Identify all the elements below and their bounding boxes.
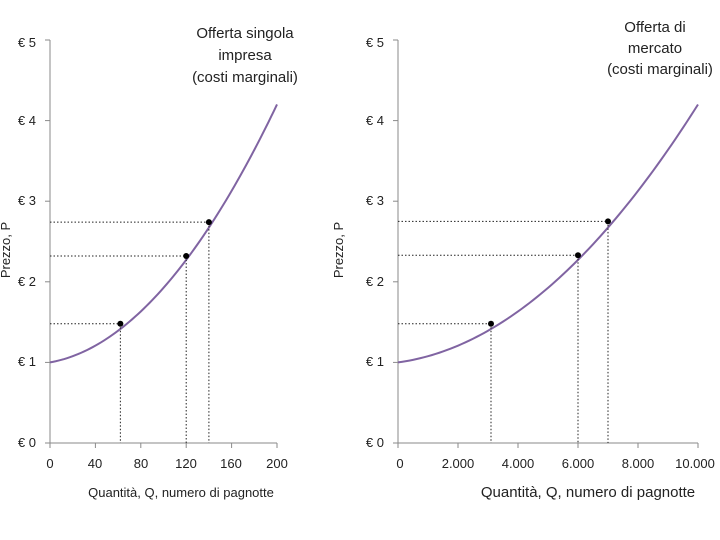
y-axis-label: Prezzo, P — [331, 222, 346, 278]
supply-curve — [49, 104, 278, 364]
y-tick-label: € 4 — [18, 113, 36, 128]
x-tick-label: 8.000 — [622, 456, 655, 471]
y-tick-label: € 2 — [366, 274, 384, 289]
chart-market-supply: € 5 € 4 € 3 € 2 € 1 € 0 0 2.000 4.000 6.… — [331, 19, 715, 501]
curve-annotation-line: Offerta di — [624, 19, 685, 36]
curve-annotation-line: mercato — [628, 40, 682, 57]
x-tick-label: 160 — [220, 456, 242, 471]
data-point — [575, 252, 581, 259]
y-tick-label: € 0 — [366, 435, 384, 450]
supply-curve — [397, 103, 699, 364]
x-axis-label: Quantità, Q, numero di pagnotte — [481, 484, 695, 501]
y-tick-label: € 1 — [18, 354, 36, 369]
data-point — [183, 253, 190, 260]
y-tick-label: € 2 — [18, 274, 36, 289]
curve-annotation-line: impresa — [218, 47, 272, 64]
x-axis-label: Quantità, Q, numero di pagnotte — [88, 485, 274, 500]
y-tick-label: € 3 — [366, 193, 384, 208]
y-tick-label: € 0 — [18, 435, 36, 450]
y-axis-label: Prezzo, P — [0, 222, 13, 278]
curve-annotation-line: (costi marginali) — [192, 69, 298, 86]
x-tick-label: 120 — [175, 456, 197, 471]
x-tick-label: 40 — [88, 456, 102, 471]
x-tick-label: 0 — [396, 456, 403, 471]
x-tick-label: 2.000 — [442, 456, 475, 471]
y-tick-label: € 1 — [366, 354, 384, 369]
data-point — [605, 218, 611, 225]
y-tick-label: € 5 — [366, 35, 384, 50]
data-point — [488, 320, 494, 327]
data-point — [117, 320, 124, 327]
chart-single-firm-supply: € 5 € 4 € 3 € 2 € 1 € 0 0 40 80 120 160 … — [0, 25, 298, 500]
chart-marks — [393, 39, 699, 448]
x-tick-label: 6.000 — [562, 456, 595, 471]
x-tick-label: 10.000 — [675, 456, 715, 471]
y-tick-label: € 4 — [366, 113, 384, 128]
curve-annotation-line: (costi marginali) — [607, 61, 713, 78]
y-tick-label: € 3 — [18, 193, 36, 208]
x-tick-label: 200 — [266, 456, 288, 471]
x-tick-label: 0 — [46, 456, 53, 471]
data-point — [205, 219, 212, 226]
chart-marks — [45, 39, 278, 448]
x-tick-label: 80 — [134, 456, 148, 471]
curve-annotation-line: Offerta singola — [196, 25, 294, 42]
y-tick-label: € 5 — [18, 35, 36, 50]
x-tick-label: 4.000 — [502, 456, 535, 471]
